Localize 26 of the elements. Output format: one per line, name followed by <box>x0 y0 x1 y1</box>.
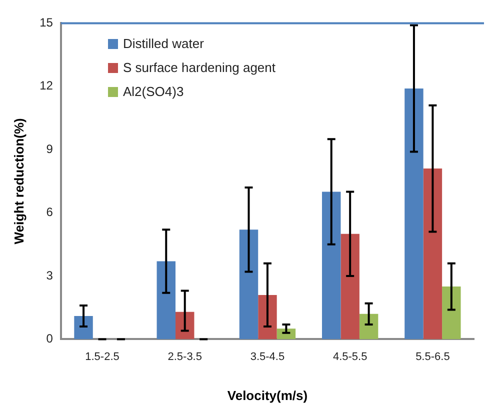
bar <box>359 314 378 340</box>
y-tick-label: 12 <box>40 78 54 93</box>
bar <box>74 316 93 340</box>
x-tick-label: 4.5-5.5 <box>332 350 368 363</box>
y-tick-label: 9 <box>46 142 54 156</box>
bar <box>239 230 258 340</box>
y-axis-title: Weight reduction(%) <box>11 118 26 244</box>
bar <box>404 88 424 340</box>
y-tick-label: 3 <box>46 268 54 282</box>
bar <box>322 192 341 340</box>
bar <box>156 261 176 340</box>
x-axis-title: Velocity(m/s) <box>227 388 308 403</box>
legend-label: Al2(SO4)3 <box>123 84 184 99</box>
bar <box>340 234 360 340</box>
x-tick-label: 3.5-4.5 <box>250 350 285 363</box>
x-tick-label: 2.5-3.5 <box>168 350 202 363</box>
bar <box>442 286 461 340</box>
legend-label: Distilled water <box>123 36 204 51</box>
y-tick-label: 15 <box>40 16 54 30</box>
bar <box>258 294 277 340</box>
x-tick-label: 5.5-6.5 <box>416 350 450 363</box>
legend-label: S surface hardening agent <box>123 60 276 75</box>
x-tick-label: 1.5-2.5 <box>85 350 120 363</box>
y-tick-label: 6 <box>46 205 54 220</box>
bar <box>423 168 442 340</box>
y-tick-label: 0 <box>46 332 54 346</box>
